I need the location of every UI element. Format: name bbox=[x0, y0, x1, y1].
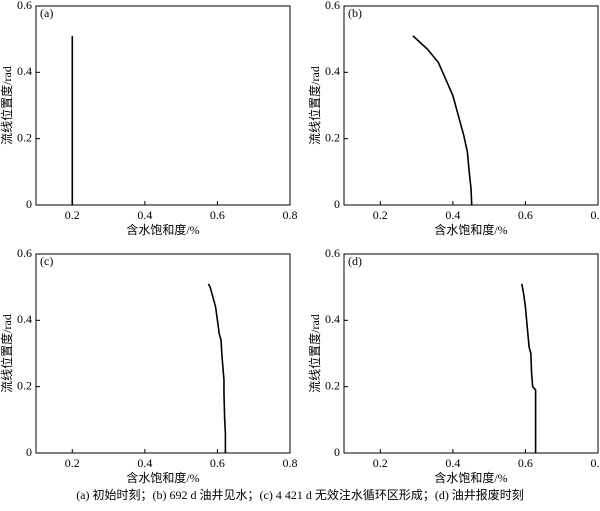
plot-frame bbox=[35, 253, 291, 454]
y-tick-label: 0.4 bbox=[17, 64, 32, 78]
y-tick-label: 0.6 bbox=[17, 246, 32, 260]
y-tick-label: 0.4 bbox=[17, 312, 32, 326]
data-line bbox=[207, 283, 227, 453]
x-tick-label: 0.2 bbox=[373, 456, 388, 470]
panel-label: (b) bbox=[348, 6, 362, 20]
y-tick-label: 0 bbox=[26, 197, 32, 211]
x-tick-label: 0.8 bbox=[591, 208, 600, 222]
x-axis-label: 含水饱和度/% bbox=[126, 222, 199, 237]
y-axis-label: 流线位置度/rad bbox=[307, 314, 322, 393]
plot-frame bbox=[343, 253, 599, 454]
y-tick-label: 0.6 bbox=[325, 246, 340, 260]
y-tick-label: 0.2 bbox=[17, 130, 32, 144]
x-tick-label: 0.2 bbox=[65, 456, 80, 470]
panel-label: (a) bbox=[40, 6, 53, 20]
caption: (a) 初始时刻；(b) 692 d 油井见水；(c) 4 421 d 无效注水… bbox=[76, 487, 524, 502]
y-tick-label: 0.2 bbox=[17, 378, 32, 392]
x-tick-label: 0.6 bbox=[518, 456, 533, 470]
y-tick-label: 0.6 bbox=[17, 0, 32, 12]
panel-label: (c) bbox=[40, 254, 53, 268]
y-tick-label: 0 bbox=[334, 197, 340, 211]
data-line bbox=[412, 35, 473, 206]
y-axis-label: 流线位置度/rad bbox=[0, 66, 14, 145]
panel-label: (d) bbox=[348, 254, 362, 268]
y-tick-label: 0 bbox=[26, 445, 32, 459]
y-tick-label: 0.2 bbox=[325, 130, 340, 144]
y-tick-label: 0.4 bbox=[325, 64, 340, 78]
x-tick-label: 0.8 bbox=[283, 456, 298, 470]
plot-frame bbox=[343, 5, 599, 206]
x-tick-label: 0.2 bbox=[65, 208, 80, 222]
x-axis-label: 含水饱和度/% bbox=[434, 470, 507, 485]
x-tick-label: 0.2 bbox=[373, 208, 388, 222]
x-tick-label: 0.6 bbox=[518, 208, 533, 222]
x-tick-label: 0.4 bbox=[445, 456, 460, 470]
x-axis-label: 含水饱和度/% bbox=[126, 470, 199, 485]
y-axis-label: 流线位置度/rad bbox=[0, 314, 14, 393]
x-axis-label: 含水饱和度/% bbox=[434, 222, 507, 237]
x-tick-label: 0.4 bbox=[137, 456, 152, 470]
x-tick-label: 0.8 bbox=[591, 456, 600, 470]
y-tick-label: 0 bbox=[334, 445, 340, 459]
plot-frame bbox=[35, 5, 291, 206]
x-tick-label: 0.8 bbox=[283, 208, 298, 222]
y-axis-label: 流线位置度/rad bbox=[307, 66, 322, 145]
y-tick-label: 0.6 bbox=[325, 0, 340, 12]
x-tick-label: 0.4 bbox=[445, 208, 460, 222]
data-line bbox=[521, 283, 537, 453]
y-tick-label: 0.4 bbox=[325, 312, 340, 326]
x-tick-label: 0.6 bbox=[210, 456, 225, 470]
x-tick-label: 0.6 bbox=[210, 208, 225, 222]
y-tick-label: 0.2 bbox=[325, 378, 340, 392]
x-tick-label: 0.4 bbox=[137, 208, 152, 222]
